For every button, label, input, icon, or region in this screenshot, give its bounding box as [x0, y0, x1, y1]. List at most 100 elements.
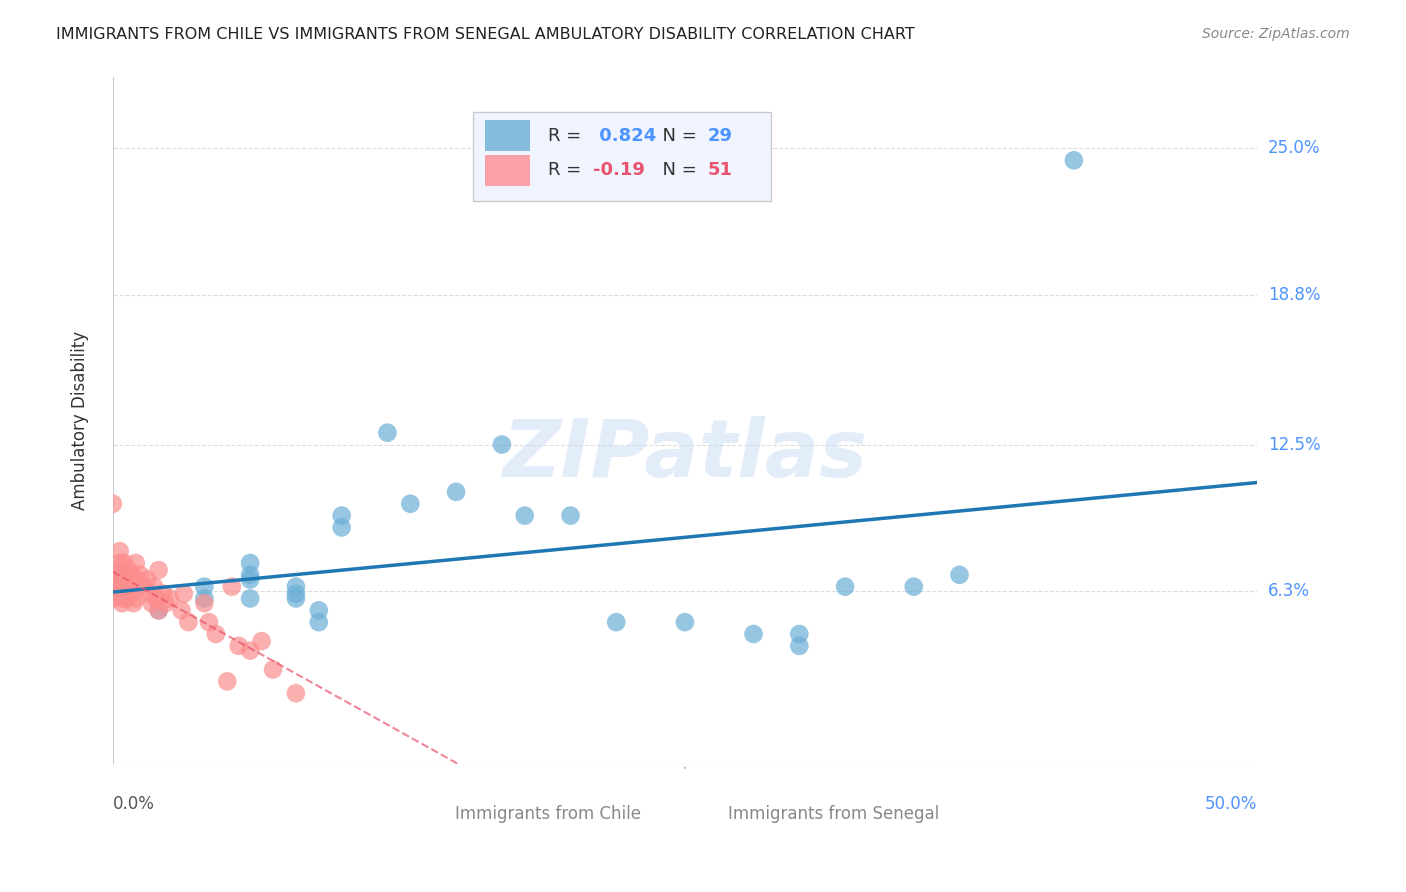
FancyBboxPatch shape — [707, 795, 742, 816]
Point — [115, 591, 138, 606]
Point — [673, 615, 696, 629]
Point — [148, 603, 170, 617]
Point — [125, 591, 148, 606]
Point — [284, 580, 307, 594]
Point — [262, 663, 284, 677]
FancyBboxPatch shape — [422, 795, 456, 816]
Point — [789, 639, 811, 653]
Point — [101, 497, 124, 511]
Point — [115, 580, 138, 594]
Point — [198, 615, 221, 629]
Point — [122, 596, 145, 610]
Point — [170, 603, 193, 617]
Point — [560, 508, 582, 523]
Point — [131, 580, 153, 594]
Point — [605, 615, 627, 629]
Point — [112, 587, 135, 601]
Point — [377, 425, 399, 440]
Point — [948, 567, 970, 582]
Text: -0.19: -0.19 — [593, 161, 645, 179]
Point — [221, 580, 243, 594]
Text: 25.0%: 25.0% — [1268, 139, 1320, 158]
Text: N =: N = — [651, 127, 702, 145]
Point — [107, 580, 129, 594]
Y-axis label: Ambulatory Disability: Ambulatory Disability — [72, 331, 89, 510]
FancyBboxPatch shape — [485, 154, 530, 186]
Text: IMMIGRANTS FROM CHILE VS IMMIGRANTS FROM SENEGAL AMBULATORY DISABILITY CORRELATI: IMMIGRANTS FROM CHILE VS IMMIGRANTS FROM… — [56, 27, 915, 42]
Point — [111, 596, 134, 610]
Point — [118, 580, 141, 594]
Point — [120, 567, 142, 582]
Point — [108, 556, 131, 570]
Text: R =: R = — [547, 161, 586, 179]
Point — [111, 591, 134, 606]
Text: R =: R = — [547, 127, 586, 145]
Point — [284, 686, 307, 700]
Point — [250, 634, 273, 648]
Point — [138, 587, 160, 601]
Point — [217, 674, 239, 689]
Text: 12.5%: 12.5% — [1268, 435, 1320, 453]
Point — [145, 591, 167, 606]
Point — [177, 615, 200, 629]
Point — [308, 603, 330, 617]
Point — [284, 587, 307, 601]
Point — [120, 587, 142, 601]
Point — [205, 627, 228, 641]
Point — [129, 567, 152, 582]
Point — [118, 563, 141, 577]
Text: 50.0%: 50.0% — [1205, 795, 1257, 813]
Point — [193, 591, 215, 606]
Point — [239, 591, 262, 606]
FancyBboxPatch shape — [485, 120, 530, 152]
Point — [330, 520, 353, 534]
Point — [111, 567, 134, 582]
Point — [104, 573, 127, 587]
Point — [491, 437, 513, 451]
Point — [789, 627, 811, 641]
Point — [228, 639, 250, 653]
Point — [125, 556, 148, 570]
Point — [903, 580, 925, 594]
Point — [239, 556, 262, 570]
Text: 29: 29 — [707, 127, 733, 145]
Point — [125, 573, 148, 587]
Point — [1063, 153, 1085, 168]
Text: 0.824: 0.824 — [593, 127, 657, 145]
Text: 51: 51 — [707, 161, 733, 179]
Point — [193, 580, 215, 594]
Text: N =: N = — [651, 161, 702, 179]
Point — [112, 556, 135, 570]
Point — [148, 603, 170, 617]
Point — [148, 563, 170, 577]
Text: Immigrants from Chile: Immigrants from Chile — [454, 805, 641, 823]
FancyBboxPatch shape — [474, 112, 770, 201]
Point — [112, 573, 135, 587]
Point — [239, 643, 262, 657]
Point — [141, 596, 163, 610]
Text: Immigrants from Senegal: Immigrants from Senegal — [728, 805, 939, 823]
Point — [330, 508, 353, 523]
Point — [108, 544, 131, 558]
Point — [108, 573, 131, 587]
Text: 0.0%: 0.0% — [112, 795, 155, 813]
Text: 6.3%: 6.3% — [1268, 582, 1310, 600]
Point — [742, 627, 765, 641]
Point — [107, 563, 129, 577]
Point — [152, 587, 174, 601]
Point — [239, 573, 262, 587]
Point — [173, 587, 195, 601]
Point — [155, 596, 177, 610]
Point — [239, 567, 262, 582]
Point — [399, 497, 422, 511]
Point — [834, 580, 856, 594]
Point — [193, 596, 215, 610]
Point — [108, 587, 131, 601]
Point — [136, 573, 159, 587]
Point — [444, 484, 467, 499]
Point — [143, 580, 166, 594]
Point — [159, 591, 181, 606]
Point — [101, 591, 124, 606]
Point — [513, 508, 536, 523]
Point — [308, 615, 330, 629]
